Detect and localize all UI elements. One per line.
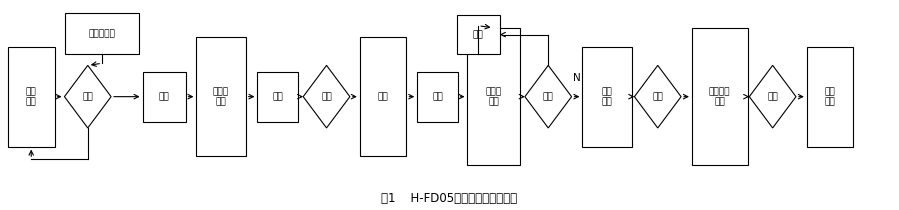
Text: 打印
封装: 打印 封装 [601,87,612,106]
Text: 包装
入库: 包装 入库 [824,87,835,106]
Text: 成品筛选
测试: 成品筛选 测试 [709,87,730,106]
Text: 半成品
测试: 半成品 测试 [485,87,502,106]
Bar [692,28,747,165]
Polygon shape [65,65,111,128]
Text: 清洗: 清洗 [432,92,442,101]
Text: 元器件筛选: 元器件筛选 [89,29,116,38]
Text: 基片
制备: 基片 制备 [26,87,37,106]
Polygon shape [749,65,796,128]
Bar [196,37,245,156]
Text: 返修: 返修 [473,30,484,39]
Text: 载流焊
贴装: 载流焊 贴装 [213,87,229,106]
Text: 检测: 检测 [83,92,93,101]
Bar [8,47,55,147]
Text: 图1    H-FD05模块工艺流程方框图: 图1 H-FD05模块工艺流程方框图 [381,192,518,205]
Text: N: N [574,73,581,83]
Text: 检测: 检测 [321,92,332,101]
Bar [583,47,632,147]
Polygon shape [303,65,350,128]
Text: 清洗: 清洗 [272,92,283,101]
Bar [257,72,298,122]
Text: 配套: 配套 [159,92,169,101]
Text: 组装: 组装 [378,92,388,101]
Text: 检测: 检测 [767,92,778,101]
Polygon shape [525,65,572,128]
Bar [467,28,520,165]
Bar [806,47,853,147]
Bar [417,72,458,122]
Text: 检测: 检测 [543,92,554,101]
Bar [457,15,500,54]
Text: 检测: 检测 [653,92,663,101]
Bar [66,13,139,54]
Bar [360,37,406,156]
Bar [143,72,185,122]
Polygon shape [635,65,681,128]
